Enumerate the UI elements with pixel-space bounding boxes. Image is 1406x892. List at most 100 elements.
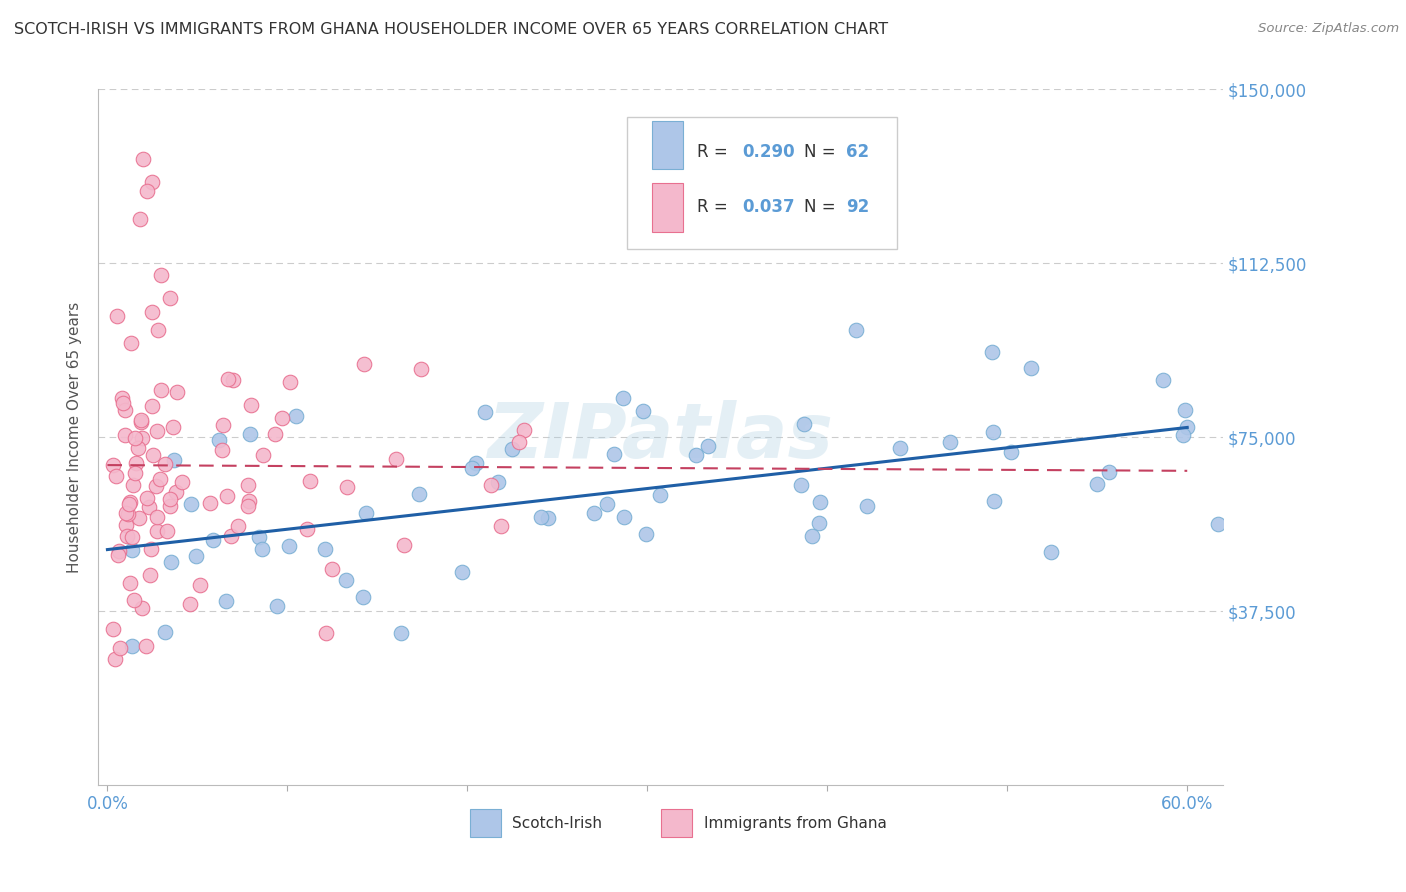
Point	[685, 448, 707, 462]
Point	[145, 479, 167, 493]
Point	[135, 640, 157, 654]
Point	[479, 478, 502, 492]
Point	[150, 268, 173, 282]
Point	[219, 529, 242, 543]
Y-axis label: Householder Income Over 65 years: Householder Income Over 65 years	[67, 301, 83, 573]
Point	[141, 305, 163, 319]
Point	[139, 542, 162, 557]
Point	[124, 466, 146, 480]
Point	[938, 435, 960, 450]
Point	[118, 497, 141, 511]
Point	[127, 441, 149, 455]
Text: Scotch-Irish: Scotch-Irish	[512, 815, 602, 830]
Point	[252, 448, 274, 462]
Text: N =: N =	[804, 143, 841, 161]
Point	[583, 506, 606, 520]
Point	[103, 652, 125, 666]
Point	[115, 529, 138, 543]
Point	[120, 495, 142, 509]
Point	[596, 497, 619, 511]
Point	[1021, 360, 1043, 375]
Point	[465, 456, 488, 470]
Point	[264, 426, 287, 441]
Point	[115, 518, 138, 533]
Point	[409, 361, 432, 376]
Point	[172, 475, 194, 490]
Text: Source: ZipAtlas.com: Source: ZipAtlas.com	[1258, 22, 1399, 36]
Point	[136, 184, 159, 198]
Point	[112, 396, 135, 410]
Point	[166, 484, 188, 499]
Point	[1039, 545, 1062, 559]
Point	[217, 372, 239, 386]
Point	[1175, 420, 1198, 434]
Bar	[470, 809, 501, 837]
Point	[115, 506, 138, 520]
Point	[120, 335, 142, 350]
Text: 92: 92	[846, 199, 870, 217]
Point	[188, 578, 211, 592]
Point	[146, 323, 169, 337]
Point	[352, 591, 374, 605]
Point	[159, 291, 181, 305]
Point	[114, 402, 136, 417]
Point	[136, 491, 159, 506]
Text: Immigrants from Ghana: Immigrants from Ghana	[703, 815, 886, 830]
Point	[153, 624, 176, 639]
Point	[114, 427, 136, 442]
Point	[513, 424, 536, 438]
Point	[277, 539, 299, 553]
Bar	[652, 120, 683, 169]
Point	[149, 473, 172, 487]
Point	[131, 601, 153, 615]
Point	[855, 499, 877, 513]
Text: ZIPatlas: ZIPatlas	[488, 401, 834, 474]
Point	[1087, 477, 1109, 491]
Point	[790, 478, 813, 492]
Text: 62: 62	[846, 143, 869, 161]
Point	[121, 530, 143, 544]
Point	[983, 493, 1005, 508]
Point	[125, 456, 148, 470]
Point	[845, 322, 868, 336]
Text: R =: R =	[697, 143, 733, 161]
Point	[389, 625, 412, 640]
Point	[807, 516, 830, 531]
Point	[184, 549, 207, 563]
Bar	[652, 183, 683, 232]
Point	[612, 391, 634, 405]
Point	[335, 573, 357, 587]
Point	[353, 357, 375, 371]
Point	[156, 524, 179, 539]
Point	[501, 442, 523, 457]
Point	[153, 457, 176, 471]
Point	[278, 376, 301, 390]
Text: N =: N =	[804, 199, 841, 217]
Point	[238, 499, 260, 513]
Point	[460, 461, 482, 475]
Point	[128, 212, 150, 227]
Point	[1174, 402, 1197, 417]
Point	[122, 593, 145, 607]
Point	[208, 434, 231, 448]
Point	[266, 599, 288, 613]
Point	[139, 567, 162, 582]
Point	[981, 425, 1004, 440]
Point	[321, 562, 343, 576]
Point	[101, 622, 124, 636]
Point	[489, 519, 512, 533]
Point	[129, 413, 152, 427]
Point	[166, 384, 188, 399]
Point	[110, 640, 132, 655]
Point	[215, 489, 238, 503]
Point	[202, 533, 225, 548]
Point	[124, 431, 146, 445]
Point	[228, 519, 250, 533]
Point	[142, 448, 165, 462]
Point	[150, 383, 173, 397]
Point	[285, 409, 308, 424]
Text: 0.290: 0.290	[742, 143, 794, 161]
Point	[121, 543, 143, 558]
Point	[222, 373, 245, 387]
Point	[486, 475, 509, 489]
